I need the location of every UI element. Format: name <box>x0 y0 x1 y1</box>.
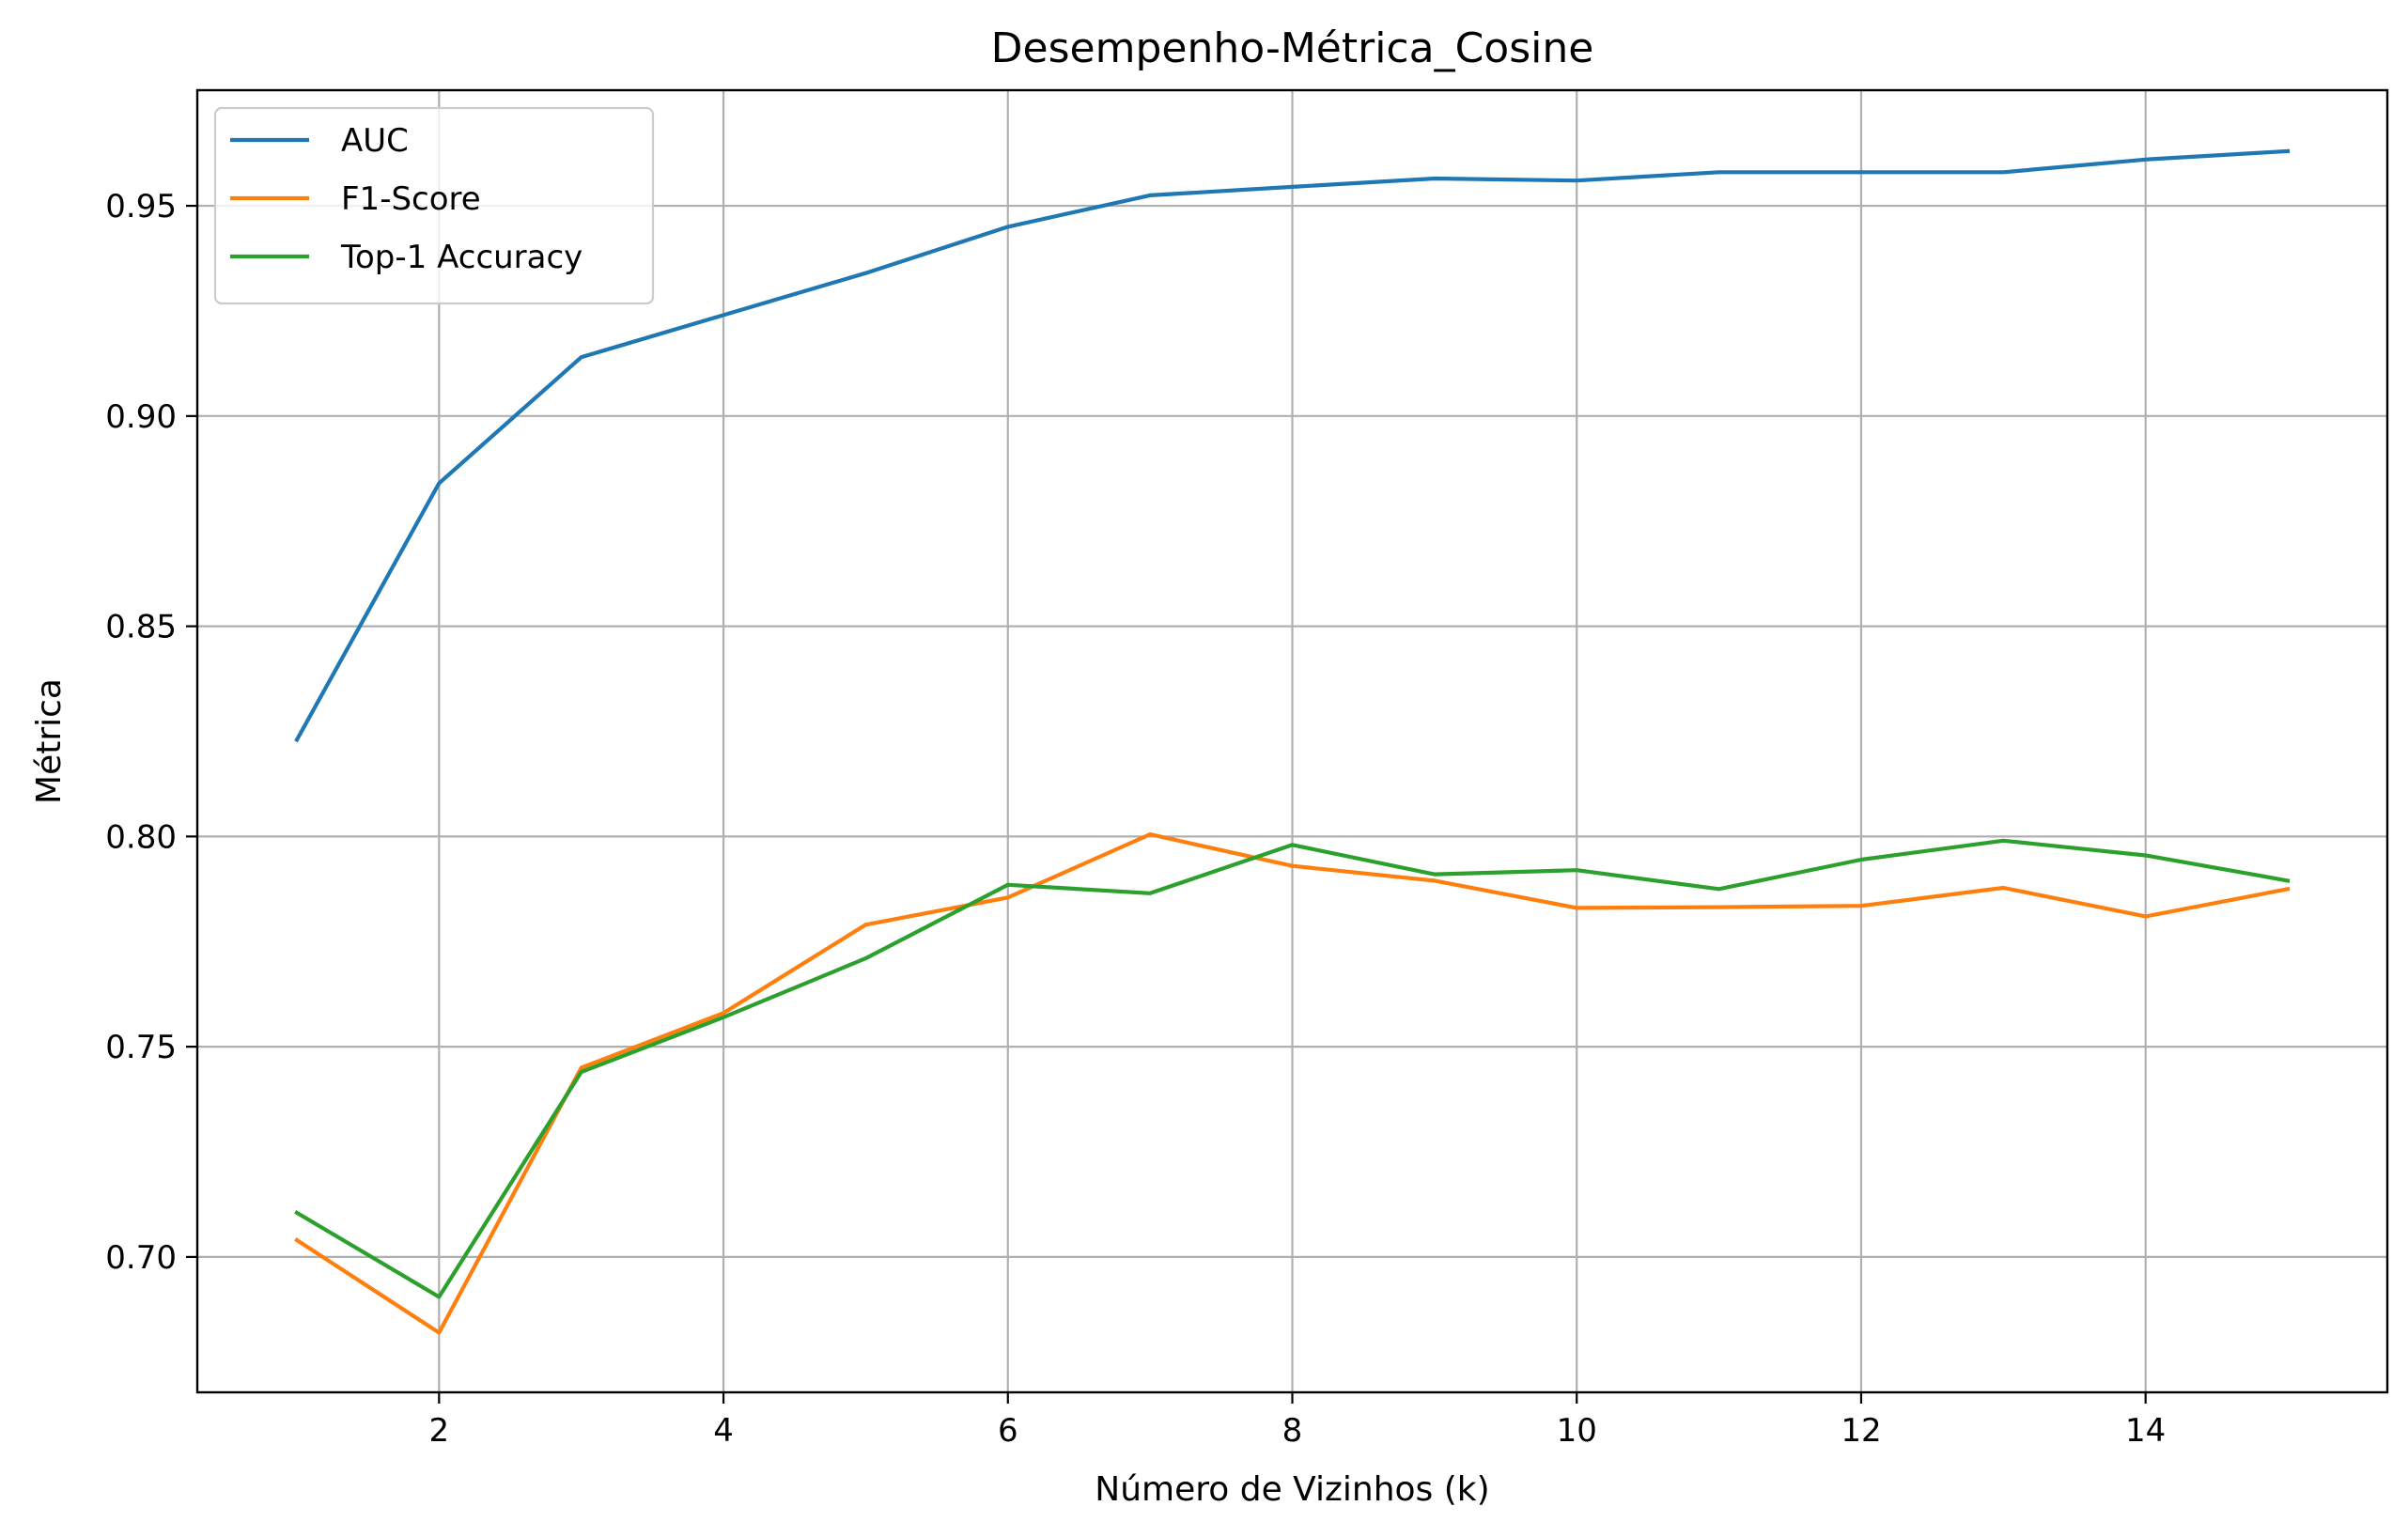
x-tick-label: 12 <box>1841 1412 1881 1450</box>
x-tick-label: 4 <box>713 1412 734 1450</box>
x-tick-label: 2 <box>428 1412 449 1450</box>
series-line-top-1-accuracy <box>294 838 2291 1299</box>
ticks: 2 4 6 8 10 12 14 0.70 0.75 0.80 0.85 0.90 0.95 <box>105 188 2166 1450</box>
series-line-auc <box>294 148 2291 743</box>
legend-box <box>213 106 655 305</box>
legend-label-f1-score: F1-Score <box>341 180 481 218</box>
x-axis-label: Número de Vizinhos (k) <box>1095 1470 1489 1509</box>
grid <box>197 90 2387 1392</box>
chart-title: Desempenho-Métrica_Cosine <box>991 24 1594 72</box>
x-tick-label: 8 <box>1282 1412 1303 1450</box>
y-axis-label: Métrica <box>30 678 69 804</box>
y-tick-label: 0.95 <box>105 188 177 225</box>
y-tick-label: 0.80 <box>105 818 177 856</box>
y-tick-label: 0.70 <box>105 1239 177 1277</box>
legend: AUC F1-Score Top-1 Accuracy <box>213 106 655 305</box>
legend-label-auc: AUC <box>341 122 409 160</box>
series-line-f1-score <box>294 831 2291 1335</box>
y-tick-label: 0.75 <box>105 1029 177 1066</box>
y-tick-label: 0.90 <box>105 398 177 436</box>
x-tick-label: 10 <box>1557 1412 1597 1450</box>
series-lines <box>294 148 2291 1335</box>
x-tick-label: 14 <box>2125 1412 2166 1450</box>
y-tick-label: 0.85 <box>105 609 177 646</box>
legend-label-top-1-accuracy: Top-1 Accuracy <box>340 239 583 276</box>
x-tick-label: 6 <box>998 1412 1018 1450</box>
